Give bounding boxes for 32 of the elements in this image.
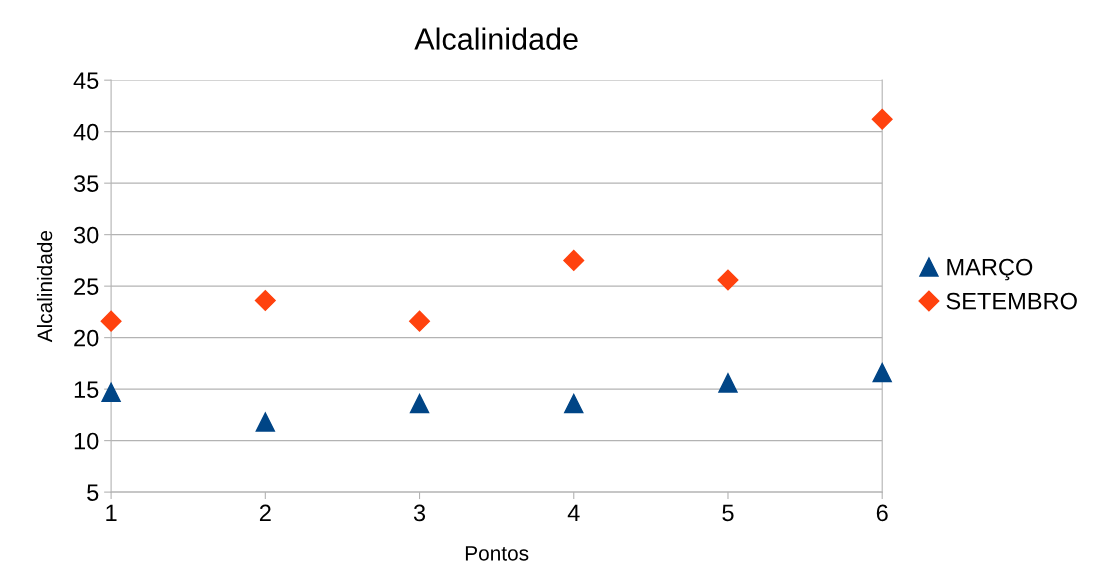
point: [871, 108, 893, 130]
x-axis-title: Pontos: [465, 546, 529, 561]
x-tick-label: 3: [413, 504, 426, 522]
legend-label: SETEMBRO: [946, 292, 1077, 310]
legend-label: MARÇO: [947, 258, 1033, 281]
x-tick-label: 1: [106, 504, 117, 522]
point: [717, 269, 739, 291]
x-tick-label: 5: [722, 504, 734, 522]
y-tick-label: 15: [74, 381, 99, 398]
x-tick-label: 6: [876, 504, 888, 522]
x-tick-label: 2: [259, 504, 271, 522]
point: [101, 382, 121, 402]
y-tick-label: 35: [73, 175, 99, 192]
point: [409, 393, 430, 414]
y-tick-label: 40: [73, 123, 99, 141]
y-tick-label: 10: [74, 432, 99, 450]
point: [255, 412, 276, 432]
y-tick-label: 5: [87, 484, 99, 501]
point: [100, 310, 122, 332]
y-tick-label: 30: [73, 226, 99, 244]
y-tick-label: 45: [73, 72, 99, 89]
y-axis-title: Alcalinidade: [36, 230, 53, 343]
point: [409, 310, 431, 332]
y-tick-label: 25: [74, 278, 99, 295]
point: [872, 362, 892, 383]
point: [718, 373, 738, 393]
x-tick-label: 4: [567, 504, 580, 522]
point: [564, 393, 584, 414]
point: [254, 290, 276, 312]
point: [563, 249, 585, 271]
chart-title: Alcalinidade: [414, 27, 578, 50]
y-tick-label: 20: [74, 329, 99, 347]
